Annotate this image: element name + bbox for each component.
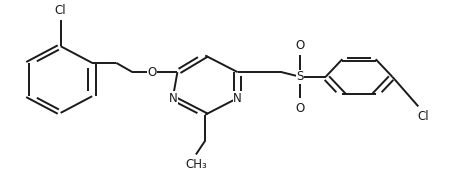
Text: Cl: Cl	[417, 110, 429, 123]
Text: N: N	[233, 92, 242, 105]
Text: O: O	[147, 66, 157, 79]
Text: O: O	[295, 102, 305, 115]
Text: Cl: Cl	[55, 4, 67, 17]
Text: S: S	[296, 70, 304, 83]
Text: CH₃: CH₃	[185, 158, 207, 171]
Text: N: N	[168, 92, 177, 105]
Text: O: O	[295, 39, 305, 52]
